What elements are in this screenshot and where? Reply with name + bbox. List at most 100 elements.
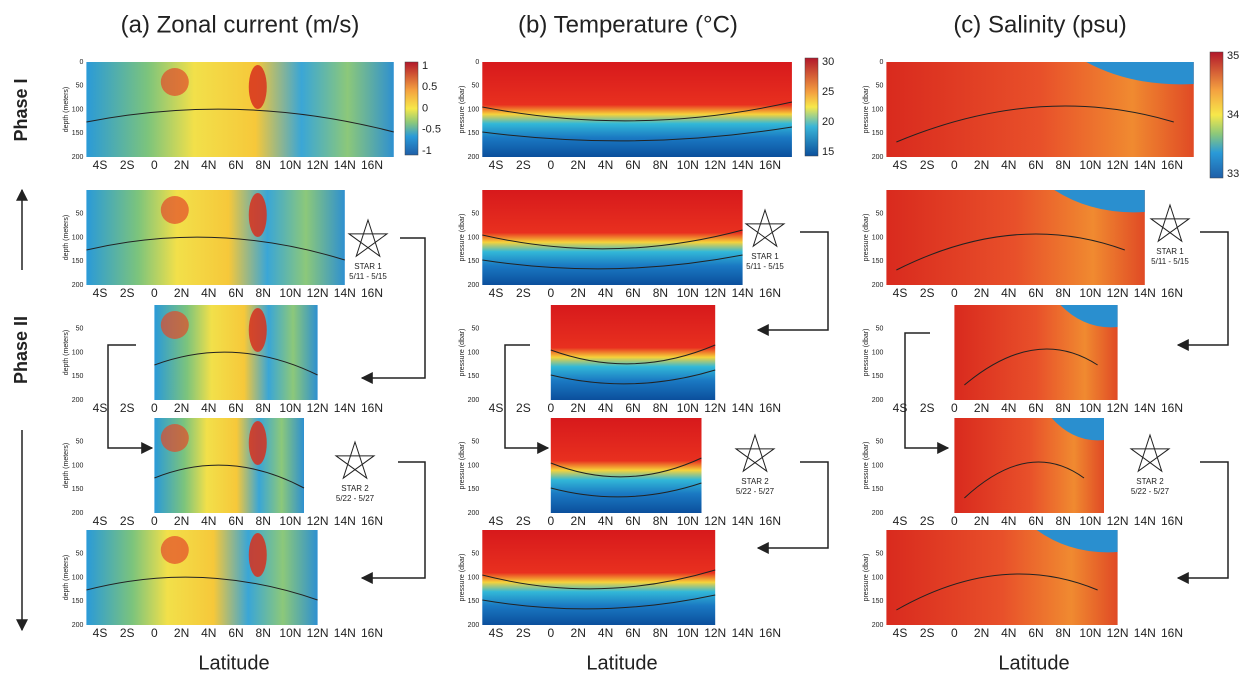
x-tick-label: 2N: [974, 626, 989, 640]
x-tick-label: 4S: [489, 401, 504, 415]
star-name: STAR 2: [741, 477, 769, 486]
y-tick-label: 200: [72, 282, 84, 289]
x-tick-label: 14N: [732, 286, 754, 300]
x-tick-label: 0: [951, 626, 958, 640]
y-axis-label: depth (meters): [63, 443, 70, 489]
x-tick-label: 6N: [625, 626, 640, 640]
y-axis-label: pressure (dbar): [863, 554, 870, 602]
x-tick-label: 10N: [677, 158, 699, 172]
y-tick-label: 50: [76, 326, 84, 333]
x-tick-label: 6N: [228, 158, 243, 172]
current-core: [160, 424, 189, 452]
x-tick-label: 2N: [174, 626, 189, 640]
x-tick-label: 2N: [571, 626, 586, 640]
x-tick-label: 2S: [120, 401, 135, 415]
x-tick-label: 8N: [1056, 514, 1071, 528]
x-tick-label: 12N: [1107, 401, 1129, 415]
x-tick-label: 14N: [1134, 158, 1156, 172]
x-tick-label: 10N: [1079, 626, 1101, 640]
x-tick-label: 2S: [516, 514, 531, 528]
x-tick-label: 4S: [489, 514, 504, 528]
arrow: [1176, 461, 1229, 584]
x-tick-label: 16N: [361, 514, 383, 528]
contour: [482, 594, 716, 610]
x-tick-label: 2S: [516, 401, 531, 415]
colorbar-label: 1: [422, 60, 428, 72]
y-tick-label: 50: [876, 551, 884, 558]
x-tick-label: 16N: [361, 626, 383, 640]
x-axis-label: Latitude: [998, 652, 1069, 674]
x-tick-label: 16N: [759, 626, 781, 640]
colorbar-label: 15: [822, 146, 834, 158]
star: [734, 433, 776, 473]
y-tick-label: 100: [872, 462, 884, 469]
x-tick-label: 2N: [974, 401, 989, 415]
x-tick-label: 10N: [677, 626, 699, 640]
current-core: [248, 65, 267, 109]
y-tick-label: 100: [72, 106, 84, 113]
y-axis-label: pressure (dbar): [459, 554, 466, 602]
current-core: [160, 536, 189, 564]
x-tick-label: 0: [151, 286, 158, 300]
y-tick-label: 100: [72, 462, 84, 469]
y-tick-label: 200: [72, 154, 84, 161]
x-tick-label: 6N: [1028, 158, 1043, 172]
contour: [86, 576, 318, 601]
colorbar-label: 33: [1227, 168, 1239, 180]
star-dates: 5/22 - 5/27: [336, 494, 375, 503]
x-tick-label: 4S: [489, 286, 504, 300]
star-dates: 5/22 - 5/27: [736, 487, 775, 496]
contour: [482, 569, 716, 590]
x-tick-label: 10N: [677, 514, 699, 528]
arrows: [15, 188, 1229, 632]
y-tick-label: 200: [468, 510, 480, 517]
x-tick-label: 2N: [571, 401, 586, 415]
colorbar-label: 35: [1227, 50, 1239, 62]
x-tick-label: 12N: [307, 158, 329, 172]
x-tick-label: 0: [151, 626, 158, 640]
colorbar-label: -1: [422, 145, 432, 157]
y-tick-label: 200: [468, 282, 480, 289]
contour: [964, 461, 1085, 499]
y-axis-label: depth (meters): [63, 330, 70, 376]
x-tick-label: 2S: [516, 158, 531, 172]
y-tick-label: 100: [468, 574, 480, 581]
x-tick-label: 16N: [759, 401, 781, 415]
x-tick-label: 14N: [334, 286, 356, 300]
x-tick-label: 4S: [93, 626, 108, 640]
star: [744, 208, 786, 248]
y-axis-label: pressure (dbar): [863, 214, 870, 262]
x-tick-label: 2S: [920, 514, 935, 528]
x-tick-label: 2N: [174, 158, 189, 172]
y-tick-label: 150: [872, 373, 884, 380]
y-tick-label: 200: [872, 282, 884, 289]
x-tick-label: 14N: [334, 401, 356, 415]
x-tick-label: 14N: [732, 626, 754, 640]
x-tick-label: 2N: [174, 401, 189, 415]
y-tick-label: 100: [872, 349, 884, 356]
x-tick-label: 6N: [625, 514, 640, 528]
x-tick-label: 2N: [571, 286, 586, 300]
x-tick-label: 10N: [279, 626, 301, 640]
star: [334, 440, 376, 480]
contour: [896, 233, 1125, 271]
colorbar-label: -0.5: [422, 124, 441, 136]
x-tick-label: 6N: [625, 158, 640, 172]
x-tick-label: 0: [547, 626, 554, 640]
x-tick-label: 2N: [974, 158, 989, 172]
colorbar-label: 30: [822, 56, 834, 68]
colorbar-label: 20: [822, 116, 834, 128]
x-tick-label: 8N: [653, 286, 668, 300]
x-tick-label: 14N: [334, 514, 356, 528]
x-tick-label: 12N: [704, 286, 726, 300]
x-tick-label: 4S: [893, 514, 908, 528]
y-tick-label: 50: [76, 211, 84, 218]
y-tick-label: 50: [76, 439, 84, 446]
x-tick-label: 6N: [1028, 626, 1043, 640]
current-core: [248, 533, 267, 577]
x-tick-label: 14N: [1134, 286, 1156, 300]
star: [1129, 433, 1171, 473]
y-tick-label: 50: [472, 439, 480, 446]
y-tick-label: 50: [76, 551, 84, 558]
x-tick-label: 0: [951, 401, 958, 415]
